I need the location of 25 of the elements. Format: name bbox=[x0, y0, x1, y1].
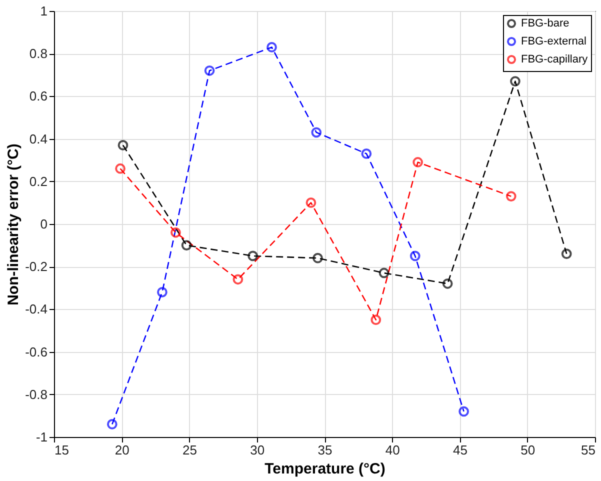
y-axis-title: Non-linearity error (°C) bbox=[5, 144, 22, 306]
y-tick-label: -0.8 bbox=[25, 386, 48, 402]
x-tick-label: 45 bbox=[453, 442, 468, 458]
y-tick-label: 0.6 bbox=[29, 88, 48, 104]
legend-label: FBG-bare bbox=[521, 18, 570, 30]
x-tick-label: 25 bbox=[182, 442, 197, 458]
y-tick-label: 1 bbox=[40, 4, 48, 18]
y-tick-label: -0.4 bbox=[25, 302, 48, 317]
legend-label: FBG-capillary bbox=[521, 54, 588, 66]
x-tick-label: 50 bbox=[520, 442, 536, 458]
y-tick-label: -1 bbox=[36, 430, 48, 444]
x-tick-label: 55 bbox=[581, 442, 596, 458]
x-tick-label: 30 bbox=[250, 442, 265, 458]
x-tick-label: 35 bbox=[318, 442, 332, 458]
y-tick-label: 0.2 bbox=[29, 174, 48, 189]
y-tick-label: 0 bbox=[40, 216, 48, 232]
x-tick-label: 40 bbox=[385, 442, 400, 458]
x-tick-label: 15 bbox=[54, 442, 69, 458]
x-tick-label: 20 bbox=[114, 442, 130, 458]
x-axis-title: Temperature (°C) bbox=[264, 460, 386, 478]
y-tick-label: 0.4 bbox=[29, 131, 48, 146]
y-tick-label: -0.2 bbox=[25, 259, 48, 274]
y-tick-label: -0.6 bbox=[25, 344, 48, 360]
y-tick-label: 0.8 bbox=[29, 46, 48, 62]
legend-label: FBG-external bbox=[521, 36, 586, 48]
